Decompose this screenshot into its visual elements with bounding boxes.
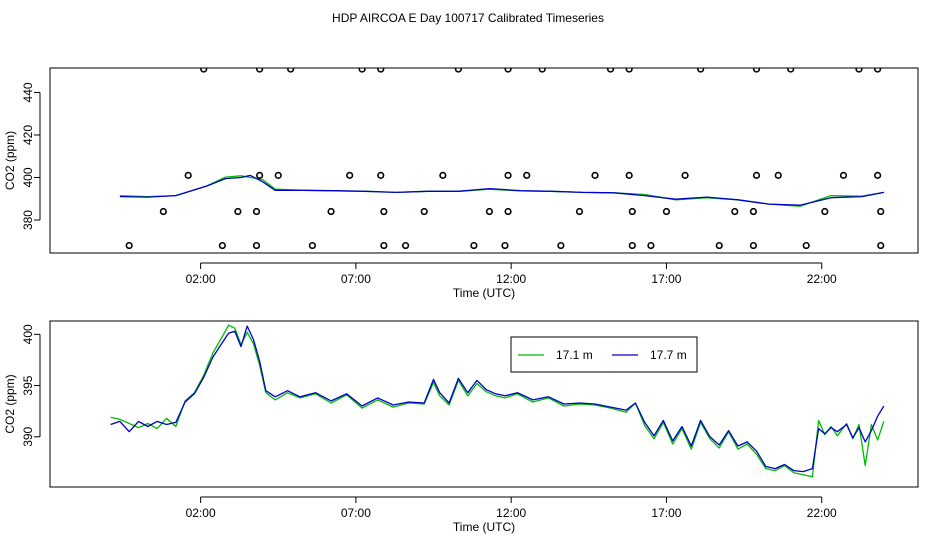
top-calibration-point bbox=[821, 207, 829, 216]
top-series-line-17-7 bbox=[119, 174, 884, 206]
top-plot-frame bbox=[49, 67, 919, 254]
bottom-x-tick-label: 22:00 bbox=[807, 506, 837, 520]
top-calibration-point bbox=[358, 68, 366, 73]
top-calibration-point bbox=[647, 241, 655, 250]
top-calibration-point bbox=[256, 171, 264, 179]
top-calibration-point bbox=[504, 207, 512, 216]
top-calibration-point bbox=[256, 68, 264, 73]
top-calibration-point bbox=[184, 171, 192, 179]
top-y-tick-label: 400 bbox=[21, 167, 35, 187]
top-calibration-point bbox=[606, 68, 615, 73]
top-x-tick-label: 17:00 bbox=[651, 272, 681, 286]
top-calibration-point bbox=[346, 171, 354, 179]
top-calibration-point bbox=[504, 171, 512, 179]
top-calibration-point bbox=[774, 171, 782, 179]
top-calibration-point bbox=[485, 207, 494, 216]
top-calibration-point bbox=[874, 171, 882, 179]
top-x-tick-label: 12:00 bbox=[496, 272, 526, 286]
top-calibration-point bbox=[380, 241, 388, 250]
top-calibration-point bbox=[439, 171, 447, 179]
top-calibration-point bbox=[749, 207, 758, 216]
top-panel: 02:00 07:00 12:00 17:00 22:00 Time (UTC) 380 40… bbox=[3, 67, 919, 300]
bottom-series-line-17-7-m bbox=[110, 325, 885, 473]
top-calibration-point bbox=[715, 241, 723, 250]
top-calibration-point bbox=[874, 68, 882, 73]
top-calibration-point bbox=[538, 68, 546, 73]
bottom-plot-frame bbox=[49, 320, 919, 488]
top-calibration-point bbox=[218, 241, 226, 250]
top-calibration-point bbox=[420, 207, 428, 216]
top-calibration-point bbox=[377, 171, 385, 179]
top-y-axis-label: CO2 (ppm) bbox=[3, 131, 17, 190]
bottom-y-tick-label: 395 bbox=[21, 375, 35, 395]
top-calibration-point bbox=[591, 171, 599, 179]
top-calibration-point bbox=[380, 207, 388, 216]
top-calibration-point bbox=[327, 207, 335, 216]
top-calibration-point bbox=[159, 207, 167, 216]
top-calibration-point bbox=[234, 207, 242, 216]
top-calibration-point bbox=[681, 171, 689, 179]
bottom-legend: 17.1 m 17.7 m bbox=[510, 336, 698, 373]
top-calibration-point bbox=[625, 68, 633, 73]
top-x-tick-label: 22:00 bbox=[807, 272, 837, 286]
top-calibration-point bbox=[470, 241, 478, 250]
top-calibration-point bbox=[628, 207, 636, 216]
bottom-y-axis-label: CO2 (ppm) bbox=[3, 374, 17, 433]
top-calibration-point bbox=[787, 68, 795, 73]
bottom-x-tick-label: 02:00 bbox=[186, 506, 216, 520]
figure-title: HDP AIRCOA E Day 100717 Calibrated Times… bbox=[332, 11, 604, 25]
bottom-x-axis-label: Time (UTC) bbox=[453, 520, 515, 534]
bottom-series-line-17-1-m bbox=[110, 324, 885, 478]
top-x-tick-label: 02:00 bbox=[186, 272, 216, 286]
top-calibration-point bbox=[749, 241, 758, 250]
top-y-tick-label: 380 bbox=[21, 210, 35, 230]
top-calibration-point bbox=[252, 207, 261, 216]
top-calibration-point bbox=[308, 241, 317, 250]
top-calibration-point bbox=[628, 241, 636, 250]
top-calibration-point bbox=[752, 68, 761, 73]
top-calibration-point bbox=[377, 68, 385, 73]
legend-label-17-7: 17.7 m bbox=[650, 348, 687, 362]
bottom-x-tick-label: 12:00 bbox=[496, 506, 526, 520]
top-calibration-point bbox=[575, 207, 584, 216]
top-calibration-point bbox=[731, 207, 739, 216]
top-calibration-point bbox=[839, 171, 848, 179]
bottom-data-layer bbox=[110, 324, 885, 478]
top-calibration-point bbox=[523, 171, 531, 179]
top-y-tick-label: 440 bbox=[21, 82, 35, 102]
top-calibration-point bbox=[200, 68, 208, 73]
top-calibration-point bbox=[252, 241, 261, 250]
top-x-axis-label: Time (UTC) bbox=[453, 286, 515, 300]
top-calibration-point bbox=[802, 241, 810, 250]
top-series-line-17-1 bbox=[119, 175, 884, 207]
top-calibration-point bbox=[697, 68, 705, 73]
bottom-y-tick-label: 400 bbox=[21, 324, 35, 344]
top-calibration-point bbox=[557, 241, 565, 250]
legend-label-17-1: 17.1 m bbox=[556, 348, 593, 362]
top-calibration-point bbox=[454, 68, 462, 73]
top-calibration-point bbox=[274, 171, 282, 179]
top-calibration-point bbox=[662, 207, 671, 216]
top-y-tick-label: 420 bbox=[21, 125, 35, 145]
bottom-y-tick-label: 390 bbox=[21, 426, 35, 446]
bottom-panel: 02:00 07:00 12:00 17:00 22:00 Time (UTC) 390 39… bbox=[3, 320, 919, 534]
bottom-x-tick-label: 07:00 bbox=[341, 506, 371, 520]
top-calibration-point bbox=[504, 68, 512, 73]
top-calibration-point bbox=[625, 171, 633, 179]
top-calibration-point bbox=[877, 241, 885, 250]
top-calibration-point bbox=[287, 68, 295, 73]
top-calibration-point bbox=[877, 207, 885, 216]
top-calibration-point bbox=[855, 68, 863, 73]
top-x-tick-label: 07:00 bbox=[341, 272, 371, 286]
top-calibration-point bbox=[401, 241, 410, 250]
top-calibration-point bbox=[501, 241, 509, 250]
top-calibration-point bbox=[125, 241, 133, 250]
bottom-x-tick-label: 17:00 bbox=[651, 506, 681, 520]
top-calibration-point bbox=[752, 171, 761, 179]
top-data-layer bbox=[119, 68, 885, 250]
